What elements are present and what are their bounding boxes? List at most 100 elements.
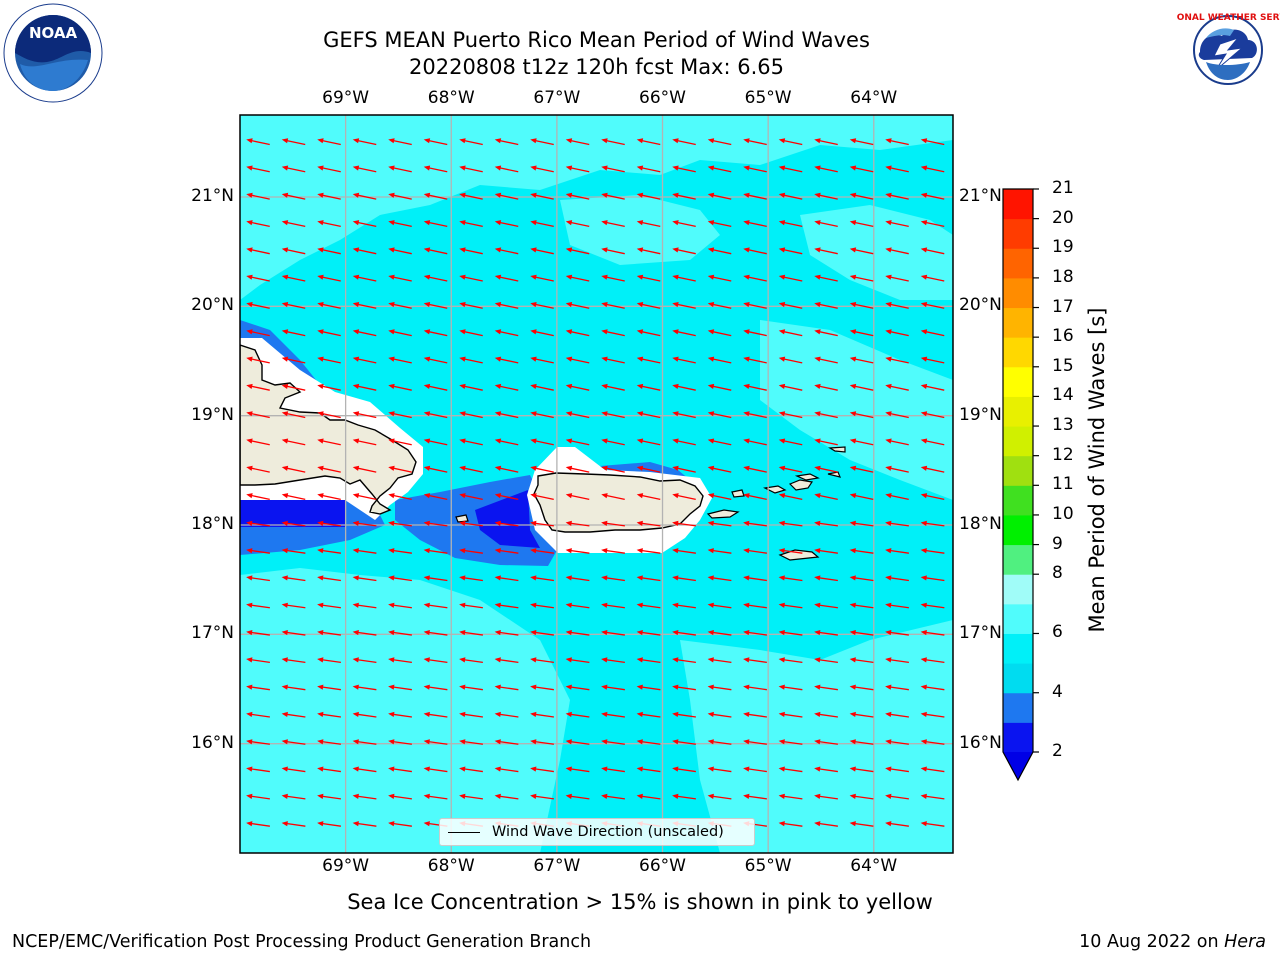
wind-arrow [743, 356, 767, 364]
wind-arrow [920, 548, 945, 554]
wind-arrow [849, 548, 874, 554]
nws-logo: NATIONAL WEATHER SERVICE [1176, 4, 1280, 96]
wind-arrow [565, 493, 590, 501]
wind-arrow [601, 548, 625, 554]
wind-arrow [459, 356, 483, 364]
colorbar-tick-label: 14 [1052, 385, 1074, 406]
wind-arrow [885, 138, 909, 146]
wind-arrow [530, 793, 554, 800]
wind-arrow [707, 165, 732, 173]
wind-arrow [814, 247, 838, 255]
ocean-field-light-patch-1 [560, 195, 720, 265]
wind-arrow [743, 629, 767, 636]
lat-tick-right: 21°N [959, 186, 1002, 206]
wind-arrow [388, 138, 412, 146]
wind-arrow [601, 356, 625, 364]
wind-arrow [246, 739, 270, 745]
colorbar-tick-label: 8 [1052, 563, 1063, 584]
wind-arrow [494, 411, 519, 419]
wind-arrow [530, 438, 554, 446]
wind-arrow [778, 302, 803, 309]
wind-arrow [885, 247, 909, 255]
wind-arrow [601, 247, 625, 255]
wind-arrow [743, 165, 767, 173]
wind-arrow [388, 302, 412, 309]
wind-arrow [352, 383, 377, 391]
lat-tick-right: 19°N [959, 404, 1002, 425]
colorbar-tick-label: 17 [1052, 296, 1074, 317]
wind-arrow [885, 493, 909, 501]
wind-arrow [388, 329, 412, 337]
lat-tick-right: 18°N [959, 514, 1002, 534]
colorbar-tick-label: 21 [1052, 178, 1074, 198]
wind-arrow [246, 575, 270, 582]
wind-arrow [423, 302, 448, 309]
wind-arrow [246, 438, 270, 446]
ocean-field-period-2-west [240, 500, 345, 527]
wind-arrow [530, 192, 554, 200]
wind-arrow [565, 274, 590, 282]
wind-arrow [636, 356, 661, 364]
wind-arrow [317, 739, 341, 745]
wind-arrow [281, 684, 306, 691]
wind-arrow [920, 383, 945, 391]
map-legend: Wind Wave Direction (unscaled) [439, 818, 755, 846]
wind-arrow [814, 821, 838, 827]
wind-arrow [636, 711, 661, 718]
wind-arrow [352, 684, 377, 691]
wind-arrow [636, 766, 661, 773]
wind-arrow [672, 493, 696, 501]
wind-arrow [672, 192, 696, 200]
wind-arrow [601, 438, 625, 446]
wind-arrow [246, 383, 270, 391]
lon-tick-bottom: 69°W [322, 856, 370, 876]
wind-arrow [530, 329, 554, 337]
wind-arrow [530, 411, 554, 419]
wind-arrow [672, 739, 696, 745]
wind-arrow [849, 138, 874, 146]
wind-arrow [814, 629, 838, 636]
colorbar-segment [1003, 603, 1033, 634]
colorbar-segment [1003, 485, 1033, 516]
wind-arrow [530, 711, 554, 718]
wind-arrow [388, 411, 412, 419]
colorbar-segment [1003, 337, 1033, 368]
wind-arrow [672, 548, 696, 554]
wind-arrow [849, 247, 874, 255]
wind-arrow [388, 548, 412, 554]
wind-arrow [636, 465, 661, 473]
wind-arrow [601, 274, 625, 282]
colorbar-segment [1003, 366, 1033, 397]
wind-arrow [423, 629, 448, 636]
wind-arrow [814, 383, 838, 391]
wind-arrow [352, 356, 377, 364]
wind-arrow [423, 493, 448, 501]
colorbar-segment [1003, 633, 1033, 664]
wind-arrow [388, 356, 412, 364]
wind-arrow [920, 657, 945, 664]
wind-arrow [849, 520, 874, 527]
wind-arrow [672, 657, 696, 664]
wind-arrow [459, 739, 483, 745]
colorbar-segment [1003, 722, 1033, 753]
wind-arrow [246, 465, 270, 473]
wind-arrow [601, 165, 625, 173]
wind-arrow [920, 575, 945, 582]
wind-arrow [281, 411, 306, 419]
wind-arrow [885, 602, 909, 609]
small-islands [455, 446, 846, 561]
wind-arrow [317, 602, 341, 609]
wind-arrow [743, 548, 767, 554]
wind-arrow [636, 602, 661, 609]
wind-arrow [494, 247, 519, 255]
wind-arrow [636, 247, 661, 255]
wind-arrow [885, 711, 909, 718]
wind-arrow [281, 520, 306, 527]
wind-arrow [601, 329, 625, 337]
wind-arrow [743, 192, 767, 200]
wind-arrow [459, 329, 483, 337]
wind-arrow [849, 383, 874, 391]
wind-arrow [565, 793, 590, 800]
wind-arrow [565, 520, 590, 527]
wind-arrow [814, 602, 838, 609]
